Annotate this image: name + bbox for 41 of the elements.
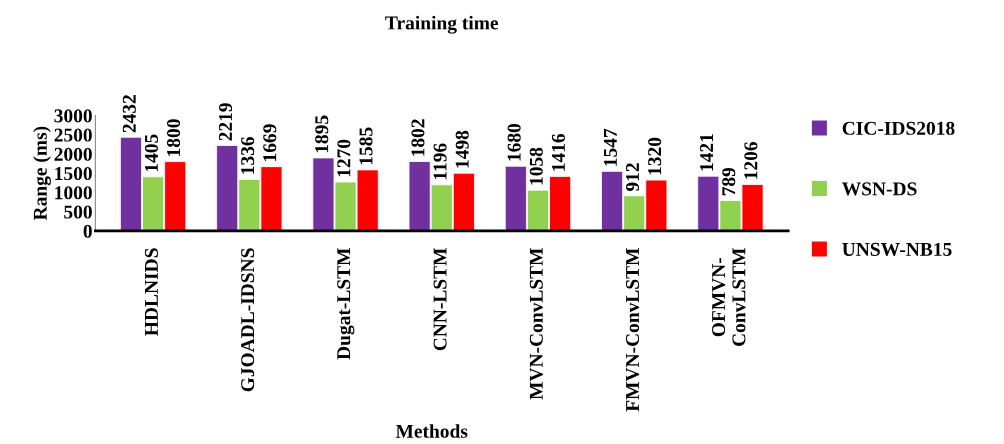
x-tick-label: MVN-ConvLSTM [529,248,543,400]
data-label: 1498 [455,130,469,168]
data-label: 1680 [507,123,521,161]
y-tick-label: 0 [83,224,92,238]
data-label: 2432 [122,95,136,133]
data-label: 1669 [263,124,277,161]
data-label: 1800 [166,119,181,156]
data-label: 1320 [648,137,662,175]
x-tick-label: FMVN-ConvLSTM [625,248,640,412]
data-label: 1585 [359,127,373,165]
y-tick-label: 2500 [54,128,92,142]
y-tick-label: 1500 [55,166,92,181]
data-label: 1547 [603,128,617,166]
data-label: 2219 [219,103,233,141]
x-tick-label: CNN-LSTM [433,248,447,351]
x-tick-label: HDLNIDS [144,248,158,336]
y-tick-label: 500 [64,205,92,219]
y-tick-label: 3000 [54,109,92,123]
data-label: 912 [625,163,640,192]
data-label: 1336 [241,136,255,174]
data-label: 1058 [529,147,543,185]
x-tick-label: GJOADL-IDSNS [241,248,255,392]
data-label: 1421 [700,134,713,171]
x-tick-label: OFMVN- ConvLSTM [712,248,746,346]
y-tick-label: 1000 [55,186,92,200]
x-tick-label: Dugat-LSTM [337,248,355,360]
chart-title: Training time [385,15,499,34]
data-label: 1270 [337,139,351,177]
data-label: 1802 [411,119,425,156]
legend-label: UNSW-NB15 [842,242,952,257]
data-label: 1416 [551,133,565,171]
data-label: 1895 [315,115,329,153]
data-label: 1206 [744,141,758,179]
data-label: 1196 [433,143,447,180]
legend-label: WSN-DS [842,182,917,196]
y-axis-title: Range (ms) [33,126,51,221]
data-label: 789 [722,167,736,196]
y-tick-label: 2000 [54,147,92,161]
legend-label: CIC-IDS2018 [842,121,955,135]
x-axis-title: Methods [395,424,468,438]
data-label: 1405 [144,134,158,172]
